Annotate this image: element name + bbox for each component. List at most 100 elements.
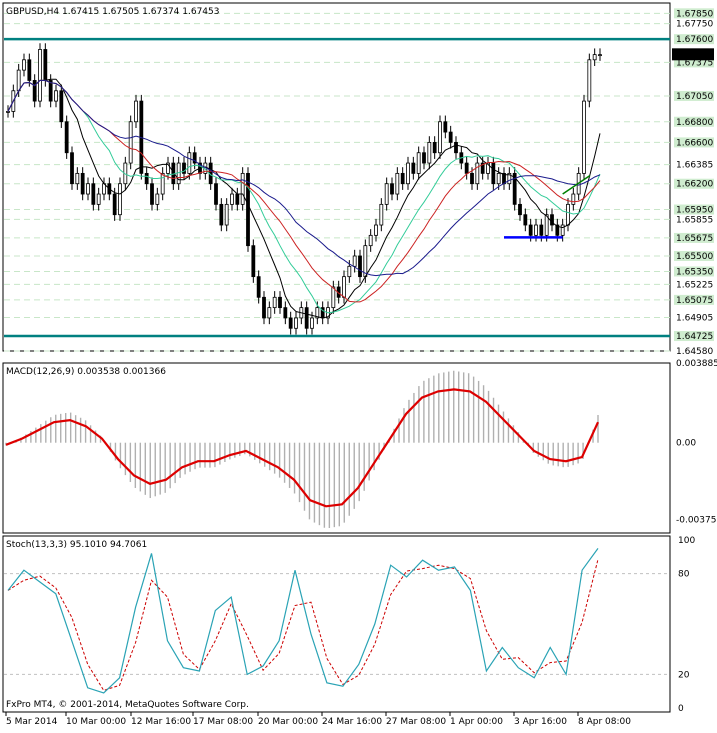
candle-body: [144, 172, 149, 185]
candle-body: [134, 100, 138, 123]
time-axis-label: 8 Apr 08:00: [578, 717, 631, 727]
price-axis-label: 1.66800: [676, 118, 713, 128]
candle-body: [582, 100, 586, 174]
time-axis-label: 10 Mar 00:00: [66, 717, 126, 727]
candle-body: [427, 142, 432, 164]
candle-body: [416, 152, 421, 174]
candle-body: [443, 121, 448, 133]
candle-body: [155, 193, 160, 205]
candle-body: [358, 255, 362, 278]
candle-body: [283, 307, 288, 319]
macd-panel-frame: [2, 362, 671, 534]
candle-body: [454, 142, 458, 154]
candle-body: [267, 307, 272, 319]
candle-body: [560, 224, 565, 236]
candle-body: [512, 172, 517, 205]
candle-body: [118, 183, 122, 216]
candle-body: [406, 162, 410, 185]
current-price-label: 1.67453: [676, 50, 713, 60]
stoch-axis-label: 0: [678, 704, 684, 714]
candle-body: [347, 265, 352, 278]
candle-body: [192, 152, 197, 164]
footer-copyright: FxPro MT4, © 2001-2014, MetaQuotes Softw…: [6, 700, 249, 710]
stoch-panel: 100 80 20 0: [4, 536, 695, 714]
price-axis-label: 1.66600: [676, 138, 713, 148]
candle-body: [496, 172, 501, 185]
candle-body: [32, 80, 37, 102]
time-axis-label: 17 Mar 08:00: [193, 717, 253, 727]
candle-body: [395, 172, 400, 195]
candle-body: [54, 90, 58, 102]
candle-body: [315, 307, 320, 319]
price-label-highlight: [674, 204, 714, 215]
stoch-axis-label: 100: [678, 536, 695, 546]
candle-body: [278, 296, 282, 309]
price-axis-label: 1.64725: [676, 332, 713, 342]
candle-body: [475, 162, 480, 185]
ma-black-line: [7, 78, 601, 319]
candle-body: [240, 172, 245, 205]
price-label-highlight: [674, 294, 714, 305]
macd-axis-label: 0.003885: [676, 359, 717, 369]
stoch-panel-title: Stoch(13,3,3) 95.1010 94.7061: [6, 540, 147, 550]
price-axis-label: 1.66385: [676, 161, 713, 171]
price-axis-label: 1.65675: [676, 234, 713, 244]
time-axis-label: 27 Mar 08:00: [386, 717, 446, 727]
price-label-highlight: [674, 331, 714, 342]
macd-axis-label: 0.00: [676, 439, 696, 449]
candle-body: [86, 183, 90, 195]
candle-body: [422, 152, 426, 164]
price-label-highlight: [674, 137, 714, 148]
candle-body: [480, 162, 485, 174]
price-axis-label: 1.66200: [676, 180, 713, 190]
candle-body: [518, 203, 522, 216]
price-axis-label: 1.65500: [676, 252, 713, 262]
price-axis-label: 1.65075: [676, 296, 713, 306]
candle-body: [523, 214, 528, 226]
candle-body: [246, 172, 250, 247]
time-axis-label: 1 Apr 00:00: [450, 717, 503, 727]
candle-body: [16, 69, 21, 92]
candle-body: [534, 224, 538, 236]
candle-body: [486, 162, 490, 174]
price-axis-label: 1.65350: [676, 267, 713, 277]
candle-body: [272, 296, 277, 309]
candle-body: [304, 307, 309, 329]
price-panel-title: GBPUSD,H4 1.67415 1.67505 1.67374 1.6745…: [6, 7, 219, 17]
macd-panel: 0.003885 0.00 -0.00375: [5, 359, 717, 529]
candle-body: [22, 59, 26, 71]
candle-body: [230, 193, 234, 205]
candle-body: [91, 183, 96, 205]
candle-body: [27, 59, 32, 81]
candle-body: [288, 317, 293, 329]
candle-body: [187, 152, 192, 174]
candle-body: [507, 172, 512, 185]
time-axis-label: 20 Mar 00:00: [258, 717, 318, 727]
trend-marker: [562, 174, 591, 195]
macd-panel-title: MACD(12,26,9) 0.003538 0.001366: [6, 367, 166, 377]
stoch-axis-label: 80: [678, 570, 690, 580]
macd-axis-label: -0.00375: [676, 516, 716, 526]
macd-signal-line: [5, 388, 599, 508]
price-axis-label: 1.67050: [676, 92, 713, 102]
candle-body: [411, 162, 416, 174]
candle-body: [374, 224, 378, 236]
candle-body: [390, 183, 394, 195]
candle-body: [214, 183, 218, 205]
candle-body: [70, 152, 74, 185]
candle-body: [566, 203, 570, 226]
time-axis-label: 12 Mar 16:00: [131, 717, 191, 727]
ma-blue-line: [7, 79, 601, 277]
price-axis-label: 1.64905: [676, 313, 713, 323]
candle-body: [379, 203, 384, 226]
time-axis-label: 24 Mar 16:00: [322, 717, 382, 727]
current-price-box: [672, 48, 714, 61]
price-axis-label: 1.67600: [676, 35, 713, 45]
time-axis-label: 3 Apr 16:00: [514, 717, 567, 727]
candle-body: [256, 276, 261, 298]
price-label-highlight: [674, 178, 714, 189]
candle-body: [128, 121, 133, 164]
